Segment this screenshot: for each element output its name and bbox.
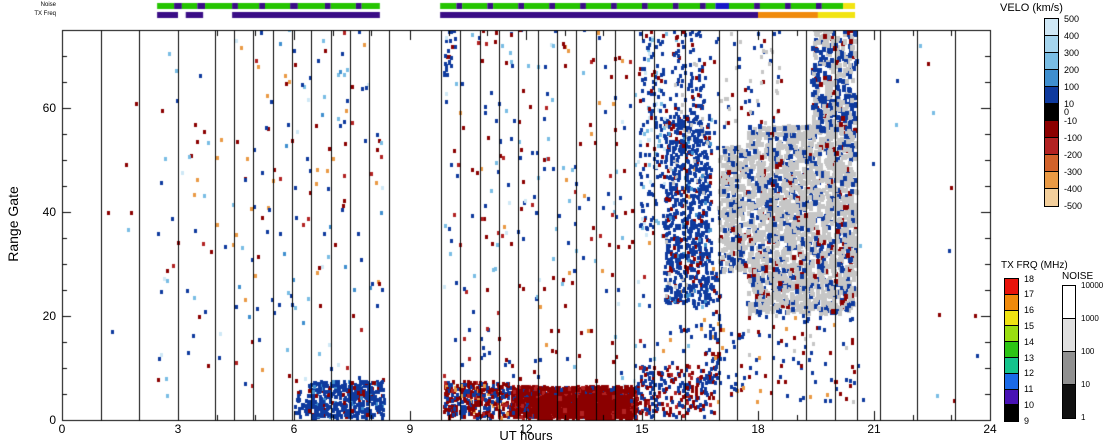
txfrq-colorbar-title: TX FRQ (MHz) <box>1001 260 1068 271</box>
velocity-colorbar-segment <box>1045 189 1058 206</box>
noise-colorbar-title: NOISE <box>1062 271 1094 282</box>
noise-colorbar-tick-label: 1000 <box>1081 314 1099 323</box>
y-axis-title: Range Gate <box>5 186 21 262</box>
velocity-colorbar-tick-label: 10 <box>1064 98 1075 109</box>
velocity-colorbar-segment <box>1045 19 1058 36</box>
noise-colorbar-tick-label: 100 <box>1081 347 1095 356</box>
velocity-colorbar-segment <box>1045 87 1058 104</box>
x-tick-label: 15 <box>635 422 649 436</box>
velocity-colorbar-tick-label: 500 <box>1064 13 1080 24</box>
noise-colorbar <box>1062 285 1076 419</box>
velocity-colorbar-segment <box>1045 172 1058 189</box>
y-tick-label: 20 <box>42 309 56 323</box>
velocity-colorbar-segment <box>1045 70 1058 87</box>
x-tick-label: 18 <box>751 422 765 436</box>
noise-colorbar-segment <box>1063 385 1075 418</box>
txfrq-colorbar-tick-label: 15 <box>1024 320 1035 331</box>
velocity-colorbar-tick-label: 0 <box>1064 107 1070 117</box>
txfrq-colorbar-tick-label: 12 <box>1024 368 1035 379</box>
velocity-colorbar-tick-label: 100 <box>1064 81 1080 92</box>
velocity-colorbar-tick-label: -300 <box>1064 166 1083 177</box>
x-tick-label: 21 <box>867 422 881 436</box>
txfrq-colorbar-tick-label: 10 <box>1024 399 1035 410</box>
txfreq-strip-label: TX Freq <box>34 11 56 17</box>
velocity-colorbar-tick-label: 300 <box>1064 47 1080 58</box>
txfrq-colorbar-segment <box>1005 294 1018 311</box>
noise-colorbar-segment <box>1063 319 1075 352</box>
txfrq-colorbar-tick-label: 16 <box>1024 305 1035 316</box>
txfrq-colorbar-segment <box>1005 310 1018 327</box>
txfrq-colorbar <box>1004 278 1019 423</box>
velocity-colorbar-segment <box>1045 104 1058 121</box>
velocity-colorbar-tick-label: 400 <box>1064 30 1080 41</box>
x-tick-label: 0 <box>58 422 66 436</box>
noise-colorbar-tick-label: 1 <box>1081 413 1086 422</box>
noise-colorbar-segment <box>1063 352 1075 385</box>
noise-strip-label: Noise <box>40 2 56 8</box>
velocity-colorbar-segment <box>1045 155 1058 172</box>
txfrq-colorbar-segment <box>1005 326 1018 343</box>
velocity-colorbar-title: VELO (km/s) <box>1000 2 1063 14</box>
txfrq-colorbar-tick-label: 13 <box>1024 352 1035 363</box>
velocity-colorbar-segment <box>1045 138 1058 155</box>
txfrq-colorbar-tick-label: 9 <box>1024 415 1030 426</box>
txfrq-colorbar-tick-label: 17 <box>1024 289 1035 300</box>
x-tick-label: 9 <box>406 422 414 436</box>
txfrq-colorbar-segment <box>1005 342 1018 358</box>
velocity-colorbar-tick-label: -500 <box>1064 200 1083 211</box>
velocity-colorbar-tick-label: -100 <box>1064 132 1083 143</box>
noise-colorbar-segment <box>1063 286 1075 319</box>
velocity-colorbar-segment <box>1045 36 1058 53</box>
velocity-colorbar-tick-label: -200 <box>1064 149 1083 160</box>
noise-colorbar-tick-label: 10 <box>1081 380 1090 389</box>
y-tick-label: 0 <box>49 413 56 427</box>
txfrq-colorbar-segment <box>1005 389 1018 406</box>
velocity-colorbar <box>1044 18 1059 207</box>
velocity-colorbar-tick-label: -10 <box>1064 115 1078 126</box>
txfrq-colorbar-segment <box>1005 357 1018 374</box>
y-tick-label: 60 <box>42 101 56 115</box>
velocity-colorbar-segment <box>1045 53 1058 70</box>
noise-colorbar-tick-label: 10000 <box>1081 281 1104 290</box>
x-tick-label: 24 <box>983 422 997 436</box>
velocity-colorbar-tick-label: -400 <box>1064 183 1083 194</box>
x-tick-label: 12 <box>519 422 533 436</box>
txfrq-colorbar-segment <box>1005 279 1018 295</box>
txfrq-colorbar-segment <box>1005 405 1018 422</box>
x-axis-title: UT hours <box>499 428 553 441</box>
txfrq-colorbar-tick-label: 14 <box>1024 336 1035 347</box>
velocity-colorbar-tick-label: 200 <box>1064 64 1080 75</box>
txfrq-colorbar-tick-label: 11 <box>1024 384 1034 395</box>
x-tick-label: 6 <box>290 422 298 436</box>
txfrq-colorbar-segment <box>1005 373 1018 390</box>
velocity-colorbar-segment <box>1045 121 1058 138</box>
y-tick-label: 40 <box>42 205 56 219</box>
x-tick-label: 3 <box>174 422 182 436</box>
txfrq-colorbar-tick-label: 18 <box>1024 273 1035 284</box>
